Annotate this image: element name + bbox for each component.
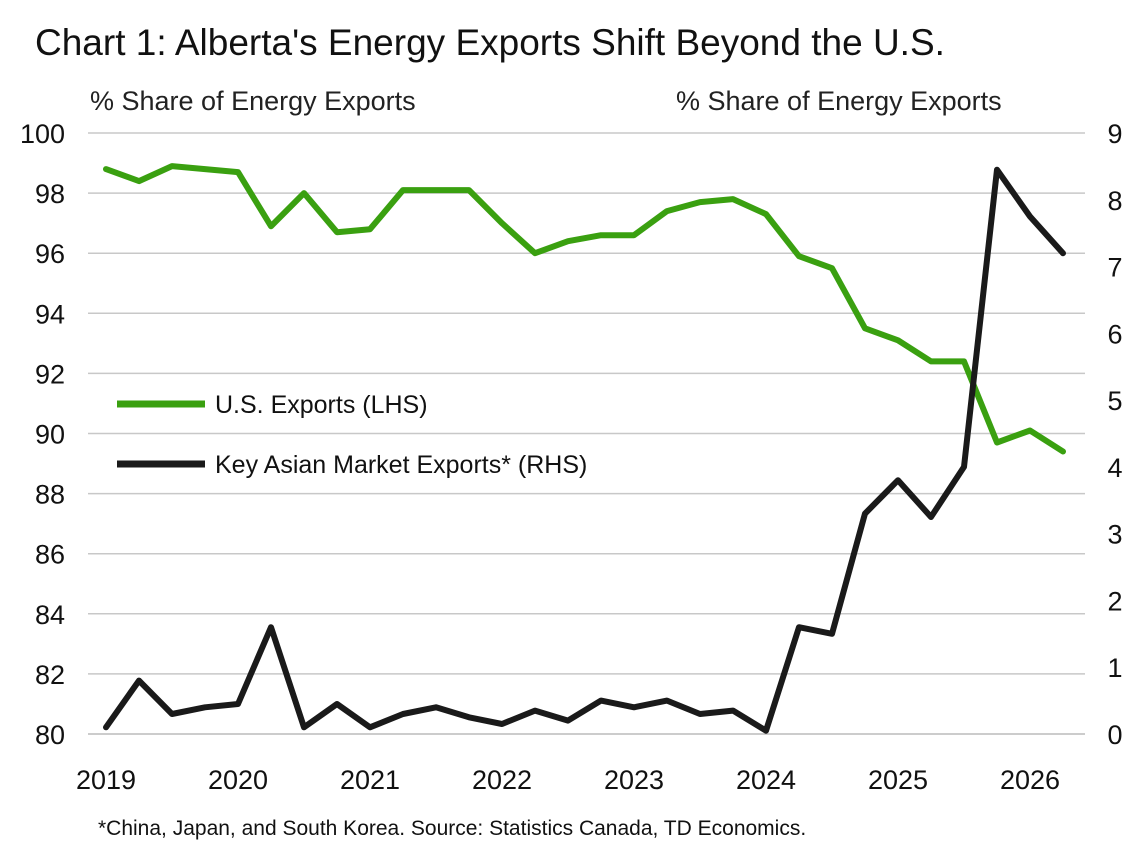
x-axis: 2019 2020 2021 2022 2023 2024 2025 2026 bbox=[76, 733, 1085, 795]
x-tick-label: 2021 bbox=[340, 765, 400, 795]
right-tick-label: 6 bbox=[1107, 319, 1122, 349]
x-tick-label: 2020 bbox=[208, 765, 268, 795]
x-tick-label: 2022 bbox=[472, 765, 532, 795]
asian-exports-line bbox=[103, 166, 1066, 734]
left-tick-label: 82 bbox=[35, 660, 65, 690]
left-tick-label: 90 bbox=[35, 420, 65, 450]
right-tick-label: 7 bbox=[1107, 253, 1122, 283]
footnote: *China, Japan, and South Korea. Source: … bbox=[98, 817, 807, 840]
left-tick-label: 80 bbox=[35, 720, 65, 750]
left-tick-label: 100 bbox=[20, 119, 65, 149]
x-tick-label: 2019 bbox=[76, 765, 136, 795]
x-tick-label: 2026 bbox=[1000, 765, 1060, 795]
legend-us-label: U.S. Exports (LHS) bbox=[215, 391, 428, 419]
left-tick-label: 86 bbox=[35, 540, 65, 570]
left-tick-label: 94 bbox=[35, 299, 65, 329]
right-tick-label: 8 bbox=[1107, 186, 1122, 216]
series-lines bbox=[103, 163, 1066, 734]
left-tick-label: 88 bbox=[35, 480, 65, 510]
left-axis-label: % Share of Energy Exports bbox=[90, 86, 416, 116]
right-axis-label: % Share of Energy Exports bbox=[676, 86, 1002, 116]
legend-asia-label: Key Asian Market Exports* (RHS) bbox=[215, 451, 587, 479]
x-tick-label: 2023 bbox=[604, 765, 664, 795]
us-exports-line bbox=[103, 163, 1066, 455]
left-tick-label: 92 bbox=[35, 359, 65, 389]
right-tick-label: 9 bbox=[1107, 119, 1122, 149]
chart-title: Chart 1: Alberta's Energy Exports Shift … bbox=[35, 22, 945, 63]
right-y-axis: 0 1 2 3 4 5 6 7 8 9 bbox=[1107, 119, 1122, 750]
left-tick-label: 96 bbox=[35, 239, 65, 269]
right-tick-label: 2 bbox=[1107, 586, 1122, 616]
right-tick-label: 3 bbox=[1107, 520, 1122, 550]
right-tick-label: 4 bbox=[1107, 453, 1122, 483]
right-tick-label: 5 bbox=[1107, 386, 1122, 416]
left-tick-label: 84 bbox=[35, 600, 65, 630]
x-tick-label: 2025 bbox=[868, 765, 928, 795]
right-tick-label: 0 bbox=[1107, 720, 1122, 750]
gridlines bbox=[88, 132, 1085, 675]
legend: U.S. Exports (LHS) Key Asian Market Expor… bbox=[117, 391, 587, 479]
x-tick-label: 2024 bbox=[736, 765, 796, 795]
left-tick-label: 98 bbox=[35, 179, 65, 209]
left-y-axis: 80 82 84 86 88 90 92 94 96 98 100 bbox=[20, 119, 65, 750]
right-tick-label: 1 bbox=[1107, 653, 1122, 683]
